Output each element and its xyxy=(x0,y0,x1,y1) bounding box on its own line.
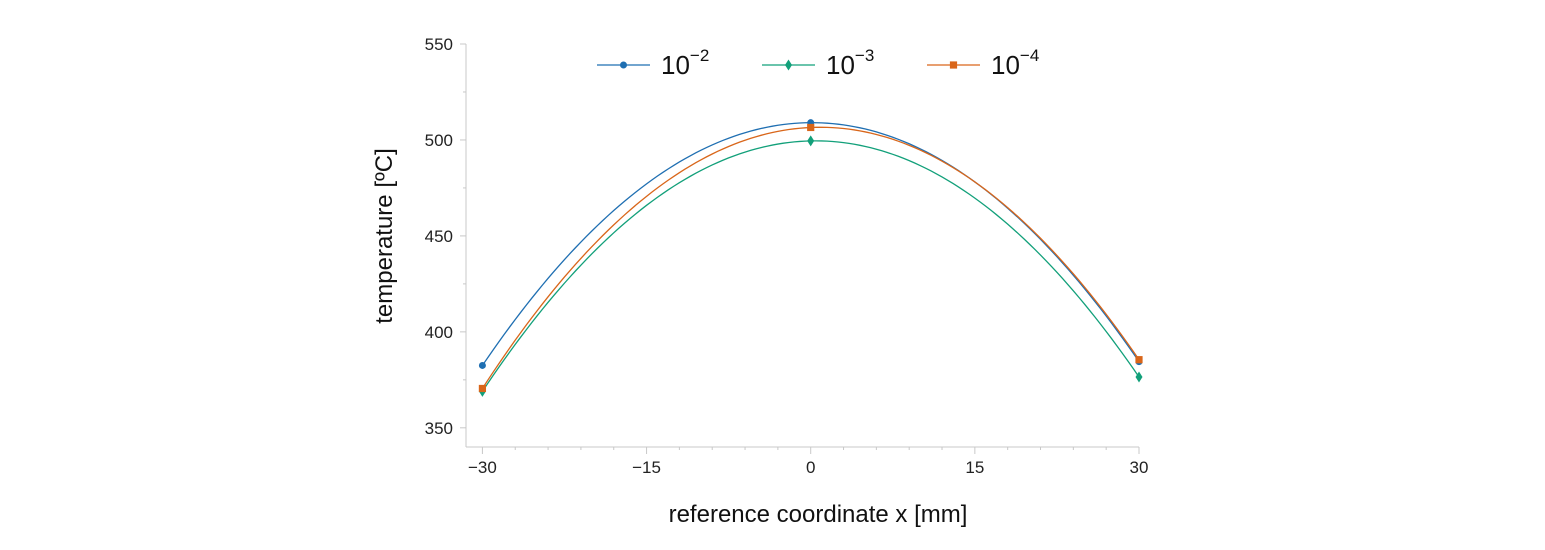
series-line xyxy=(481,126,1140,389)
x-tick-label: 15 xyxy=(965,458,984,477)
series-1 xyxy=(478,135,1143,397)
data-point xyxy=(807,135,815,147)
series-line xyxy=(481,122,1140,366)
series-0 xyxy=(478,119,1143,369)
series-layer xyxy=(478,119,1143,397)
legend-exponent: −4 xyxy=(1020,46,1039,65)
x-tick-label: 0 xyxy=(806,458,815,477)
legend-marker xyxy=(785,59,792,71)
x-axis-ticks: −30 −15 0 15 30 xyxy=(468,447,1148,477)
y-tick-label: 400 xyxy=(425,323,453,342)
legend-exponent: −3 xyxy=(855,46,874,65)
series-line xyxy=(481,140,1140,392)
legend-label: 10−3 xyxy=(826,46,874,80)
x-tick-label: −30 xyxy=(468,458,497,477)
y-axis-label: temperature [ºC] xyxy=(371,148,398,324)
data-point xyxy=(478,361,486,369)
legend: 10−2 10−3 10−4 xyxy=(597,46,1039,80)
x-tick-label: −15 xyxy=(632,458,661,477)
data-point xyxy=(807,123,815,132)
data-point xyxy=(1135,371,1143,383)
axes xyxy=(465,44,1139,448)
legend-item-0: 10−2 xyxy=(597,46,709,80)
y-tick-label: 500 xyxy=(425,131,453,150)
legend-label: 10−4 xyxy=(991,46,1039,80)
data-point xyxy=(478,384,487,393)
x-tick-label: 30 xyxy=(1130,458,1149,477)
legend-item-2: 10−4 xyxy=(927,46,1039,80)
y-tick-label: 350 xyxy=(425,419,453,438)
legend-exponent: −2 xyxy=(690,46,709,65)
y-axis-ticks: 350 400 450 500 550 xyxy=(425,35,466,438)
legend-item-1: 10−3 xyxy=(762,46,874,80)
y-tick-label: 450 xyxy=(425,227,453,246)
x-axis-label: reference coordinate x [mm] xyxy=(669,501,968,528)
y-tick-label: 550 xyxy=(425,35,453,54)
legend-label: 10−2 xyxy=(661,46,709,80)
data-point xyxy=(1135,356,1143,364)
series-2 xyxy=(478,123,1143,393)
legend-marker xyxy=(949,61,958,69)
legend-marker xyxy=(620,61,627,69)
